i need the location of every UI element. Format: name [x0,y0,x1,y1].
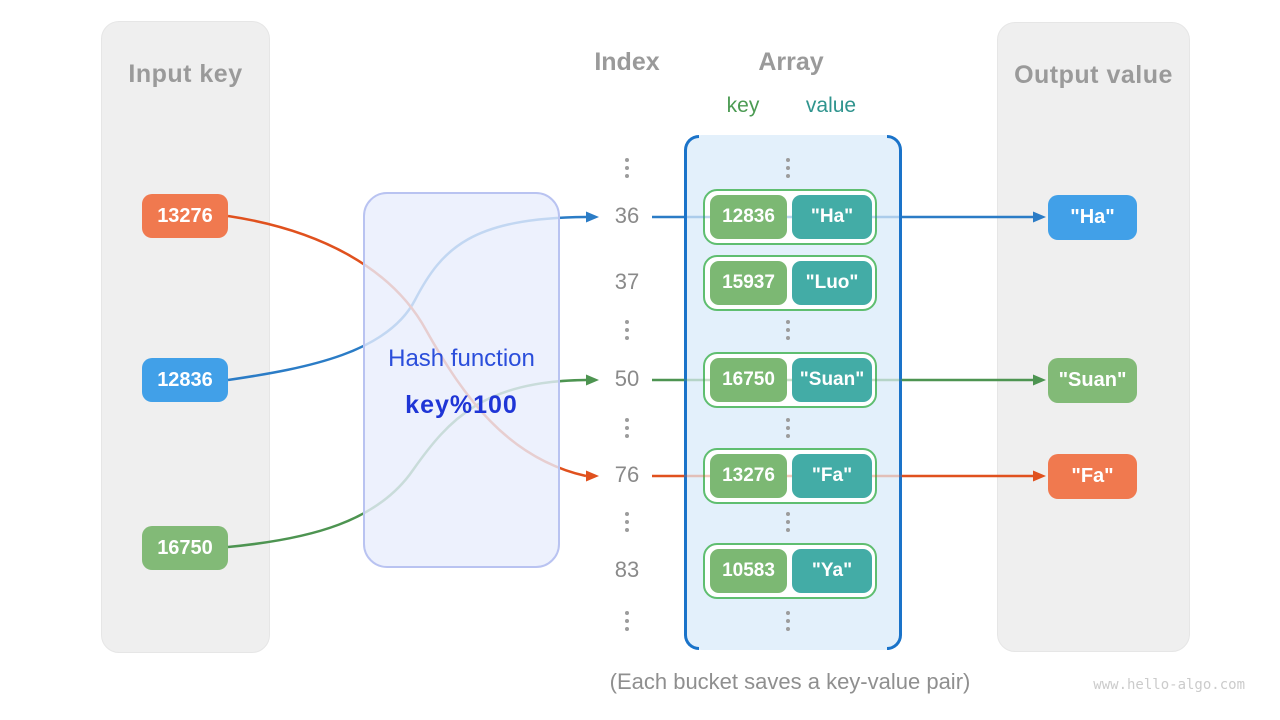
dot [786,158,790,162]
dot [625,528,629,532]
diagram-caption: (Each bucket saves a key-value pair) [609,669,971,694]
arrowhead-to-output-50 [1033,374,1046,386]
dot [786,320,790,324]
hash-function-box: Hash function key%100 [363,192,560,568]
index-cell-83: 83 [614,557,640,582]
key-column-label: key [726,94,760,117]
output-value-box-50: "Suan" [1048,358,1137,403]
array-ellipsis [786,418,790,438]
bucket-key-12836: 12836 [710,195,787,239]
hash-function-label: Hash function [388,345,535,372]
output-panel-title: Output value [1014,61,1173,89]
input-key-box-16750: 16750 [142,526,228,570]
dot [625,434,629,438]
output-value-box-36: "Ha" [1048,195,1137,240]
index-cell-76: 76 [614,462,640,487]
arrowhead-to-index-76 [586,470,599,482]
bucket-row-76: 13276 "Fa" [703,448,877,504]
dot [786,627,790,631]
index-cell-37: 37 [614,269,640,294]
bucket-value-16750: "Suan" [792,358,872,402]
arrowhead-to-output-36 [1033,211,1046,223]
bucket-key-15937: 15937 [710,261,787,305]
dot [625,418,629,422]
input-key-box-12836: 12836 [142,358,228,402]
index-ellipsis [625,320,629,340]
index-cell-50: 50 [614,366,640,391]
value-column-label: value [805,94,857,117]
array-ellipsis [786,611,790,631]
array-header: Array [758,48,824,76]
bucket-key-10583: 10583 [710,549,787,593]
array-ellipsis [786,158,790,178]
array-ellipsis [786,320,790,340]
bucket-value-10583: "Ya" [792,549,872,593]
dot [625,158,629,162]
index-ellipsis [625,158,629,178]
dot [786,336,790,340]
array-ellipsis [786,512,790,532]
bucket-row-37: 15937 "Luo" [703,255,877,311]
dot [786,528,790,532]
arrowhead-to-index-50 [586,374,599,386]
dot [625,627,629,631]
index-cell-36: 36 [614,203,640,228]
index-header: Index [594,48,660,76]
bucket-value-13276: "Fa" [792,454,872,498]
bucket-key-13276: 13276 [710,454,787,498]
output-value-box-76: "Fa" [1048,454,1137,499]
bucket-row-50: 16750 "Suan" [703,352,877,408]
arrowhead-to-output-76 [1033,470,1046,482]
arrowhead-to-index-36 [586,211,599,223]
dot [625,619,629,623]
hash-formula-label: key%100 [405,391,518,419]
dot [625,520,629,524]
site-watermark: www.hello-algo.com [1093,677,1245,693]
array-bracket-left [684,135,699,650]
index-ellipsis [625,418,629,438]
dot [625,328,629,332]
dot [786,174,790,178]
dot [625,336,629,340]
bucket-row-83: 10583 "Ya" [703,543,877,599]
dot [786,619,790,623]
dot [786,166,790,170]
bucket-value-12836: "Ha" [792,195,872,239]
dot [786,512,790,516]
dot [625,512,629,516]
dot [625,320,629,324]
bucket-row-36: 12836 "Ha" [703,189,877,245]
dot [625,611,629,615]
dot [625,174,629,178]
dot [786,418,790,422]
dot [786,434,790,438]
dot [786,520,790,524]
dot [786,611,790,615]
index-ellipsis [625,512,629,532]
output-value-panel: Output value [997,22,1190,652]
bucket-value-15937: "Luo" [792,261,872,305]
dot [625,166,629,170]
bucket-key-16750: 16750 [710,358,787,402]
dot [786,426,790,430]
dot [625,426,629,430]
index-ellipsis [625,611,629,631]
dot [786,328,790,332]
input-panel-title: Input key [128,60,243,88]
input-key-box-13276: 13276 [142,194,228,238]
